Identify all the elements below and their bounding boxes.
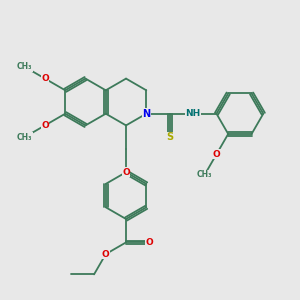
Text: S: S xyxy=(166,132,173,142)
Text: N: N xyxy=(142,109,150,119)
Text: CH₃: CH₃ xyxy=(17,133,32,142)
Text: O: O xyxy=(213,150,220,159)
Text: CH₃: CH₃ xyxy=(197,170,212,179)
Text: NH: NH xyxy=(185,109,201,118)
Text: O: O xyxy=(146,238,153,247)
Text: O: O xyxy=(102,250,110,259)
Text: O: O xyxy=(122,168,130,177)
Text: O: O xyxy=(41,121,49,130)
Text: O: O xyxy=(41,74,49,83)
Text: CH₃: CH₃ xyxy=(17,62,32,71)
